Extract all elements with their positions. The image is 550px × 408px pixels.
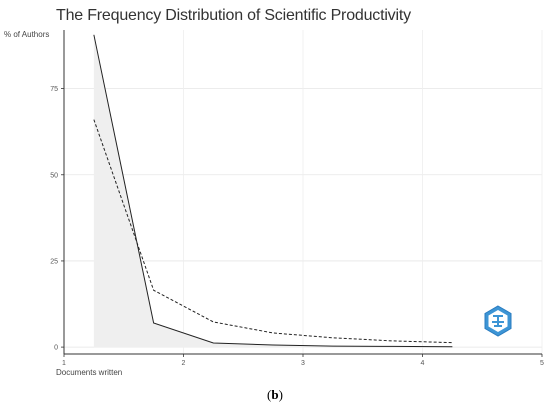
x-tick-label: 4 (421, 360, 425, 367)
series-1-line (93, 34, 453, 348)
y-tick-label: 25 (50, 258, 58, 265)
caption-open-paren: ( (267, 387, 272, 402)
x-tick-label: 5 (540, 360, 544, 367)
tick-labels: 0 25 50 75 1 2 3 4 5 (50, 86, 544, 367)
figure-caption: (b) (0, 387, 550, 403)
series-layer (93, 34, 453, 348)
watermark-logo-icon (484, 305, 512, 337)
y-tick-label: 75 (50, 86, 58, 93)
y-axis-title: % of Authors (4, 30, 50, 39)
x-tick-label: 2 (182, 360, 186, 367)
caption-close-paren: ) (278, 387, 283, 402)
x-axis-title: Documents written (56, 368, 123, 377)
x-tick-label: 1 (62, 360, 66, 367)
caption-letter: b (271, 387, 279, 402)
x-tick-label: 3 (301, 360, 305, 367)
y-tick-label: 50 (50, 172, 58, 179)
area-under-series-1 (93, 34, 453, 348)
y-tick-label: 0 (54, 345, 58, 352)
area-layer (93, 34, 453, 348)
chart-title: The Frequency Distribution of Scientific… (56, 7, 411, 24)
line-chart: 0 25 50 75 1 2 3 4 5 (50, 30, 544, 367)
series-2-line (93, 119, 453, 344)
